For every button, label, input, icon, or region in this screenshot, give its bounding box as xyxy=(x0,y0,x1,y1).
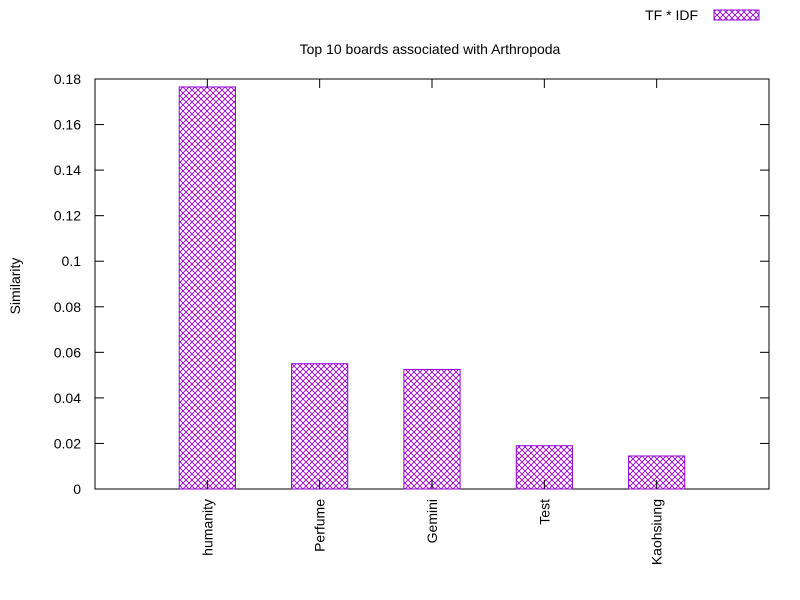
bars xyxy=(178,86,686,490)
y-tick-label: 0.06 xyxy=(54,344,81,360)
y-tick-label: 0.18 xyxy=(54,71,81,87)
x-tick-label-perfume: Perfume xyxy=(312,499,328,552)
chart-title: Top 10 boards associated with Arthropoda xyxy=(300,41,561,57)
x-tick-label-test: Test xyxy=(536,499,552,525)
y-axis-ticks: 0 0.02 0.04 0.06 0.08 0.1 0.12 0.14 0.16 0.18 xyxy=(54,71,769,497)
x-tick-label-humanity: humanity xyxy=(199,499,215,556)
bar-gemini xyxy=(403,368,461,490)
x-tick-label-kaohsiung: Kaohsiung xyxy=(649,499,665,565)
y-tick-label: 0.02 xyxy=(54,435,81,451)
y-tick-label: 0.04 xyxy=(54,390,81,406)
bar-humanity xyxy=(178,86,236,490)
legend-swatch xyxy=(713,9,760,21)
y-tick-label: 0.16 xyxy=(54,117,81,133)
x-axis-tick-labels: humanity Perfume Gemini Test Kaohsiung xyxy=(199,79,665,565)
y-tick-label: 0.12 xyxy=(54,208,81,224)
legend-label: TF * IDF xyxy=(645,7,698,23)
legend: TF * IDF xyxy=(645,7,760,23)
x-tick-label-gemini: Gemini xyxy=(424,499,440,543)
y-tick-label: 0.08 xyxy=(54,299,81,315)
bar-perfume xyxy=(291,363,349,490)
y-tick-label: 0.1 xyxy=(62,253,82,269)
y-tick-label: 0 xyxy=(73,481,81,497)
y-axis-label: Similarity xyxy=(7,258,23,315)
y-tick-label: 0.14 xyxy=(54,162,81,178)
